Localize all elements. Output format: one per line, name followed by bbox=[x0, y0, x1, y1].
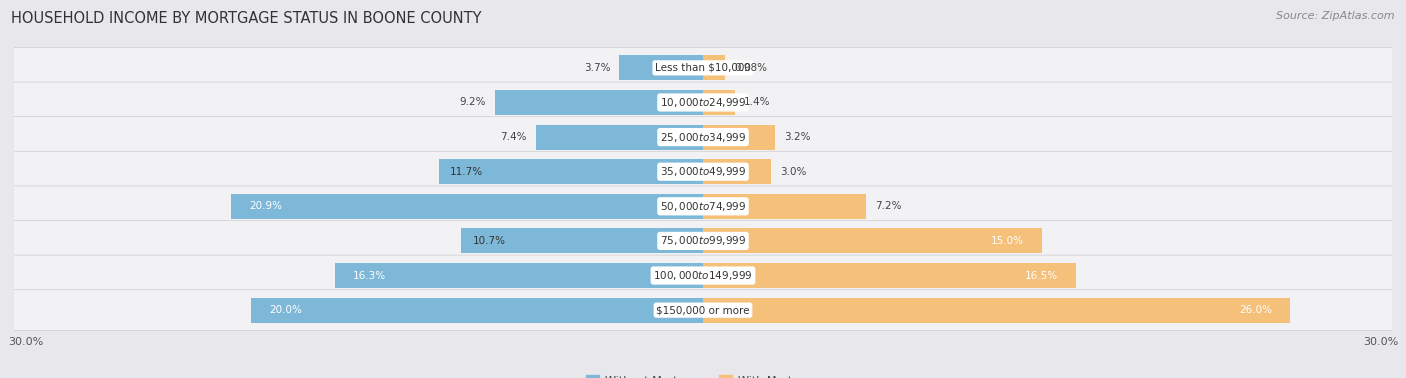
Bar bbox=[495, 90, 703, 115]
Text: 16.5%: 16.5% bbox=[1025, 271, 1057, 280]
Bar bbox=[335, 263, 703, 288]
Bar bbox=[703, 298, 1291, 322]
Text: 3.7%: 3.7% bbox=[583, 63, 610, 73]
FancyBboxPatch shape bbox=[11, 186, 1395, 227]
Legend: Without Mortgage, With Mortgage: Without Mortgage, With Mortgage bbox=[582, 371, 824, 378]
Bar bbox=[703, 228, 1042, 253]
FancyBboxPatch shape bbox=[11, 47, 1395, 88]
Bar bbox=[461, 228, 703, 253]
Text: 15.0%: 15.0% bbox=[991, 236, 1024, 246]
Text: 20.9%: 20.9% bbox=[249, 201, 283, 211]
Text: $25,000 to $34,999: $25,000 to $34,999 bbox=[659, 130, 747, 144]
Text: 10.7%: 10.7% bbox=[472, 236, 506, 246]
FancyBboxPatch shape bbox=[11, 290, 1395, 331]
Text: 9.2%: 9.2% bbox=[460, 98, 486, 107]
FancyBboxPatch shape bbox=[11, 255, 1395, 296]
Text: HOUSEHOLD INCOME BY MORTGAGE STATUS IN BOONE COUNTY: HOUSEHOLD INCOME BY MORTGAGE STATUS IN B… bbox=[11, 11, 482, 26]
Bar bbox=[703, 125, 775, 150]
Text: Less than $10,000: Less than $10,000 bbox=[655, 63, 751, 73]
Text: $75,000 to $99,999: $75,000 to $99,999 bbox=[659, 234, 747, 248]
Bar bbox=[620, 56, 703, 80]
Text: $50,000 to $74,999: $50,000 to $74,999 bbox=[659, 200, 747, 213]
Text: $10,000 to $24,999: $10,000 to $24,999 bbox=[659, 96, 747, 109]
Bar bbox=[703, 194, 866, 219]
Bar bbox=[703, 263, 1076, 288]
Text: 3.2%: 3.2% bbox=[785, 132, 811, 142]
Text: $35,000 to $49,999: $35,000 to $49,999 bbox=[659, 165, 747, 178]
Text: 7.4%: 7.4% bbox=[501, 132, 527, 142]
Bar bbox=[703, 56, 725, 80]
FancyBboxPatch shape bbox=[11, 151, 1395, 192]
Text: $150,000 or more: $150,000 or more bbox=[657, 305, 749, 315]
FancyBboxPatch shape bbox=[11, 82, 1395, 123]
Bar bbox=[252, 298, 703, 322]
Text: 7.2%: 7.2% bbox=[875, 201, 901, 211]
Text: 1.4%: 1.4% bbox=[744, 98, 770, 107]
Text: 0.98%: 0.98% bbox=[734, 63, 768, 73]
Text: Source: ZipAtlas.com: Source: ZipAtlas.com bbox=[1277, 11, 1395, 21]
Text: 20.0%: 20.0% bbox=[270, 305, 302, 315]
Text: 3.0%: 3.0% bbox=[780, 167, 806, 177]
Bar bbox=[703, 90, 734, 115]
Bar bbox=[439, 159, 703, 184]
Text: $100,000 to $149,999: $100,000 to $149,999 bbox=[654, 269, 752, 282]
Text: 16.3%: 16.3% bbox=[353, 271, 387, 280]
Bar bbox=[536, 125, 703, 150]
Bar bbox=[703, 159, 770, 184]
FancyBboxPatch shape bbox=[11, 117, 1395, 158]
Text: 26.0%: 26.0% bbox=[1239, 305, 1272, 315]
FancyBboxPatch shape bbox=[11, 220, 1395, 261]
Bar bbox=[231, 194, 703, 219]
Text: 11.7%: 11.7% bbox=[450, 167, 484, 177]
